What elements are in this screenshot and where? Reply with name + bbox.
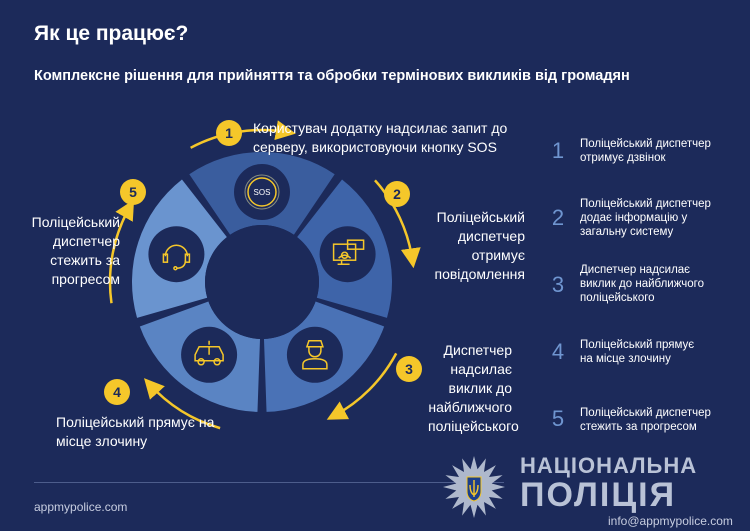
email-link[interactable]: info@appmypolice.com <box>608 514 733 528</box>
cycle-arrow-2 <box>374 179 421 269</box>
list-number: 4 <box>551 339 565 364</box>
website-link[interactable]: appmypolice.com <box>34 500 128 514</box>
headset-icon <box>148 226 205 283</box>
cycle-arrow-3 <box>326 352 398 420</box>
step-text-2: Поліцейський диспетчер отримує повідомле… <box>434 209 526 282</box>
footer-divider <box>34 482 504 483</box>
step-text-1: Користувач додатку надсилає запит до сер… <box>253 120 508 155</box>
list-item: Поліцейський диспетчер додає інформацію … <box>580 198 711 238</box>
step-badge-2: 2 <box>384 181 410 207</box>
police-car-icon <box>181 326 238 383</box>
step-text-4: Поліцейський прямує на місце злочину <box>56 414 215 449</box>
cycle-arrow-4 <box>144 378 221 430</box>
page-subtitle: Комплексне рішення для прийняття та обро… <box>34 68 630 84</box>
list-item: Поліцейський диспетчер стежить за прогре… <box>580 407 711 433</box>
step-badge-4: 4 <box>104 379 130 405</box>
police-officer-icon <box>286 326 343 383</box>
list-item: Поліцейський диспетчер отримує дзвінок <box>580 138 711 164</box>
list-item: Поліцейський прямує на місце злочину <box>580 339 695 365</box>
step-badge-3: 3 <box>396 356 422 382</box>
brand-line1: НАЦІОНАЛЬНА <box>520 453 698 478</box>
list-number: 1 <box>551 138 565 163</box>
step-badge-5: 5 <box>120 179 146 205</box>
sos-icon: SOS <box>234 164 290 220</box>
list-number: 5 <box>551 406 565 431</box>
step-text-3: Диспетчер надсилає виклик до найближчого… <box>428 342 519 434</box>
cycle-arrow-5 <box>108 199 135 304</box>
page-title: Як це працює? <box>34 22 189 45</box>
list-item: Диспетчер надсилає виклик до найближчого… <box>580 264 705 304</box>
brand-line2: ПОЛІЦІЯ <box>520 476 677 514</box>
monitor-message-icon <box>319 226 376 283</box>
sos-label: SOS <box>254 188 271 197</box>
police-star-logo <box>443 456 505 518</box>
step-badge-1: 1 <box>216 120 242 146</box>
list-number: 2 <box>551 205 565 230</box>
ring-center <box>205 225 319 339</box>
list-number: 3 <box>551 272 565 297</box>
step-text-5: Поліцейський диспетчер стежить за прогре… <box>31 214 120 287</box>
